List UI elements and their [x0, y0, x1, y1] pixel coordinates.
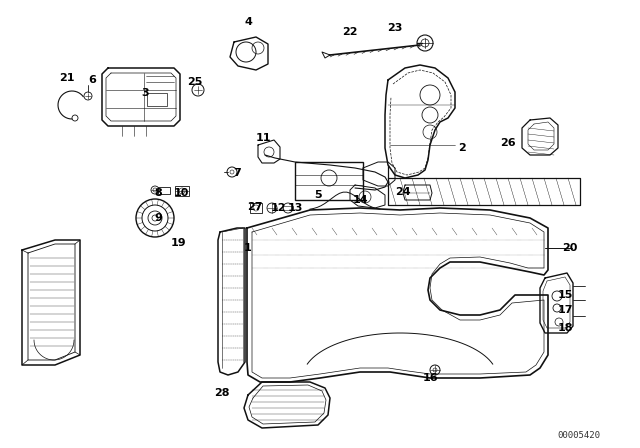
Text: 24: 24 [395, 187, 411, 197]
Text: 26: 26 [500, 138, 516, 148]
Text: 25: 25 [188, 77, 203, 87]
Text: 13: 13 [287, 203, 303, 213]
Text: 7: 7 [233, 168, 241, 178]
Text: 17: 17 [557, 305, 573, 315]
Text: 21: 21 [60, 73, 75, 83]
Text: 23: 23 [387, 23, 403, 33]
Text: 28: 28 [214, 388, 230, 398]
Bar [147, 93, 167, 106]
Text: 8: 8 [154, 188, 162, 198]
Bar [175, 186, 189, 196]
Text: 19: 19 [170, 238, 186, 248]
Text: 20: 20 [563, 243, 578, 253]
Text: 00005420: 00005420 [557, 431, 600, 439]
Text: 22: 22 [342, 27, 358, 37]
Text: 11: 11 [255, 133, 271, 143]
Text: 6: 6 [88, 75, 96, 85]
Text: 14: 14 [352, 195, 368, 205]
Bar [295, 162, 363, 200]
Text: 27: 27 [247, 202, 263, 212]
Text: 18: 18 [557, 323, 573, 333]
Text: 3: 3 [141, 88, 149, 98]
Text: 4: 4 [244, 17, 252, 27]
Text: 12: 12 [270, 203, 285, 213]
Text: 2: 2 [458, 143, 466, 153]
Text: 15: 15 [557, 290, 573, 300]
Text: 5: 5 [314, 190, 322, 200]
Text: 9: 9 [154, 213, 162, 223]
Bar [158, 187, 170, 194]
Bar [250, 203, 262, 213]
Text: 16: 16 [422, 373, 438, 383]
Text: 10: 10 [173, 188, 189, 198]
Text: 1: 1 [244, 243, 252, 253]
